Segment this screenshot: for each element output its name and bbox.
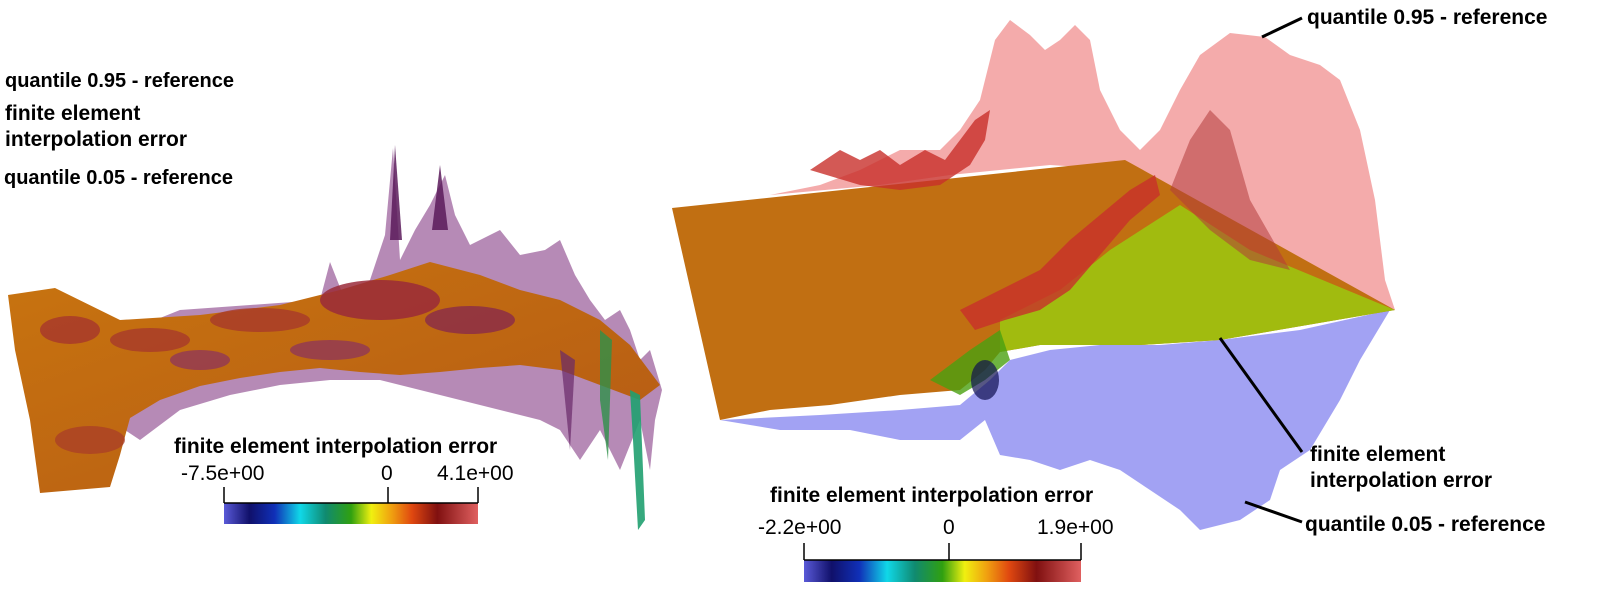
right-label-quantile-05: quantile 0.05 - reference: [1305, 513, 1546, 536]
left-colorbar-mid-label: 0: [381, 462, 393, 485]
right-label-fe-error-line1: finite element: [1310, 443, 1446, 466]
left-colorbar-title: finite element interpolation error: [174, 435, 498, 458]
right-spike-ridge: [810, 110, 990, 190]
right-colorbar-gradient: [804, 560, 1081, 582]
left-colorbar-max-label: 4.1e+00: [437, 462, 514, 485]
left-label-fe-error-line2: interpolation error: [5, 128, 188, 151]
right-colorbar: [803, 543, 1082, 582]
right-colorbar-title: finite element interpolation error: [770, 484, 1094, 507]
left-colorbar-min-label: -7.5e+00: [181, 462, 265, 485]
left-label-fe-error-line1: finite element: [5, 102, 141, 125]
left-colorbar: [223, 487, 479, 524]
left-surface-plot: [8, 145, 662, 530]
right-colorbar-mid-label: 0: [943, 516, 955, 539]
left-colorbar-gradient: [224, 503, 478, 524]
right-label-quantile-95: quantile 0.95 - reference: [1307, 6, 1548, 29]
leader-line-q05: [1244, 500, 1303, 524]
left-green-spike: [630, 390, 645, 530]
left-label-quantile-95: quantile 0.95 - reference: [5, 70, 234, 92]
right-lower-quantile-surface: [720, 310, 1390, 530]
right-surface-plot: [672, 20, 1395, 530]
right-leader-lines: [1218, 16, 1304, 524]
right-colorbar-max-label: 1.9e+00: [1037, 516, 1114, 539]
leader-line-fe: [1218, 337, 1304, 453]
leader-line-q95: [1261, 16, 1303, 39]
right-label-fe-error-line2: interpolation error: [1310, 469, 1493, 492]
left-label-quantile-05: quantile 0.05 - reference: [4, 167, 233, 189]
right-colorbar-min-label: -2.2e+00: [758, 516, 842, 539]
